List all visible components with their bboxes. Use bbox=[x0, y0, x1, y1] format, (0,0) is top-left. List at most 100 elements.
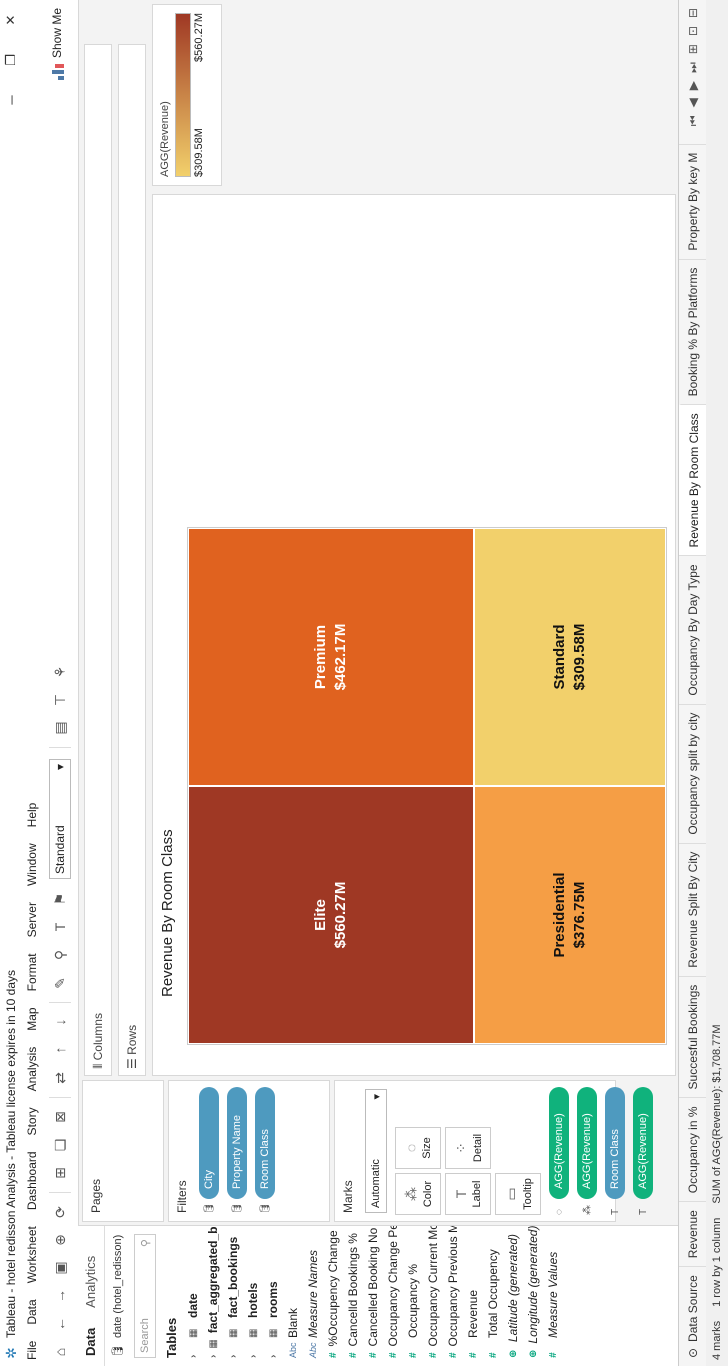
field-item[interactable]: # Occupancy Change Per M... bbox=[383, 1226, 403, 1366]
menu-help[interactable]: Help bbox=[25, 802, 39, 828]
table-item[interactable]: › ▦ rooms bbox=[263, 1226, 283, 1366]
menu-server[interactable]: Server bbox=[25, 902, 39, 938]
filter-pill[interactable]: Room Class bbox=[255, 1087, 275, 1199]
data-source-tab[interactable]: ⊙ Data Source bbox=[679, 1266, 707, 1366]
tooltip-button[interactable]: ▭ Tooltip bbox=[495, 1173, 541, 1215]
table-item[interactable]: › ▦ fact_bookings bbox=[223, 1226, 243, 1366]
legend-max: $560.27M bbox=[193, 13, 205, 62]
new-sheet-icon[interactable]: ⊞ bbox=[686, 44, 700, 55]
table-item[interactable]: › ▦ date bbox=[183, 1226, 203, 1366]
label-button[interactable]: T Label bbox=[445, 1173, 491, 1215]
new-dashboard-icon[interactable]: ⊡ bbox=[686, 26, 700, 37]
sort-ascending-icon[interactable]: ↑ bbox=[52, 1046, 68, 1054]
new-datasource-icon[interactable]: ⊕ bbox=[51, 1234, 68, 1246]
group-icon[interactable]: ⚲ bbox=[51, 949, 68, 961]
duplicate-sheet-icon[interactable]: ❏ bbox=[51, 1138, 68, 1152]
sheet-tab[interactable]: Revenue By Room Class bbox=[679, 404, 707, 556]
field-item[interactable]: Abc Measure Names bbox=[303, 1226, 323, 1366]
field-item[interactable]: # Revenue bbox=[463, 1226, 483, 1366]
menu-window[interactable]: Window bbox=[25, 843, 39, 887]
fit-dropdown[interactable]: Standard ▾ bbox=[49, 759, 71, 879]
highlight-icon[interactable]: ✎ bbox=[51, 977, 68, 989]
field-item[interactable]: Abc Blank bbox=[283, 1226, 303, 1366]
size-button[interactable]: ◌ Size bbox=[395, 1127, 441, 1169]
field-item[interactable]: ⊕ Latitude (generated) bbox=[503, 1226, 523, 1366]
clear-sheet-icon[interactable]: ⊠ bbox=[51, 1111, 68, 1123]
sheet-tab[interactable]: Revenue Split By City bbox=[679, 842, 707, 976]
sheet-tab[interactable]: Succesful Bookings bbox=[679, 975, 707, 1098]
mark-pill[interactable]: AGG(Revenue) bbox=[549, 1087, 569, 1199]
color-legend[interactable]: AGG(Revenue) $309.58M $560.27M bbox=[152, 4, 222, 186]
menu-analysis[interactable]: Analysis bbox=[25, 1046, 39, 1092]
last-sheet-icon[interactable]: ⏭ bbox=[685, 62, 700, 73]
field-item[interactable]: # Total Occupency bbox=[483, 1226, 503, 1366]
field-item[interactable]: # Occupancy Current Month bbox=[423, 1226, 443, 1366]
show-me-button[interactable]: Show Me bbox=[50, 8, 64, 81]
sheet-tab[interactable]: Occupancy split by city bbox=[679, 703, 707, 843]
filter-pill[interactable]: Property Name bbox=[227, 1087, 247, 1199]
search-icon: ⚲ bbox=[139, 1239, 152, 1248]
treemap-cell-standard[interactable]: Standard $309.58M bbox=[474, 528, 666, 786]
menu-file[interactable]: File bbox=[25, 1340, 39, 1360]
swap-icon[interactable]: ⇄ bbox=[51, 1072, 68, 1084]
close-icon[interactable]: ✕ bbox=[3, 14, 18, 26]
field-item[interactable]: # Measure Values bbox=[543, 1226, 563, 1366]
menu-map[interactable]: Map bbox=[25, 1007, 39, 1031]
menu-format[interactable]: Format bbox=[25, 953, 39, 992]
mark-pill[interactable]: Room Class bbox=[605, 1087, 625, 1199]
home-icon[interactable]: ⌂ bbox=[52, 1347, 68, 1357]
share-icon[interactable]: ⚘ bbox=[51, 665, 68, 679]
sheet-tab[interactable]: Booking % By Platforms bbox=[679, 258, 707, 405]
sort-descending-icon[interactable]: ↓ bbox=[52, 1018, 68, 1026]
sheet-tab[interactable]: Occupancy By Day Type bbox=[679, 555, 707, 704]
minimize-icon[interactable]: ─ bbox=[3, 95, 19, 105]
sheet-tab[interactable]: Occupancy in % bbox=[679, 1097, 707, 1202]
new-story-icon[interactable]: ⊟ bbox=[686, 8, 700, 19]
measure-icon: # bbox=[447, 1352, 459, 1358]
pause-updates-icon[interactable]: ⟳ bbox=[51, 1206, 68, 1218]
field-item[interactable]: ⊕ Longitude (generated) bbox=[523, 1226, 543, 1366]
mark-pill[interactable]: AGG(Revenue) bbox=[577, 1087, 597, 1199]
menu-data[interactable]: Data bbox=[25, 1299, 39, 1325]
table-item[interactable]: › ▦ fact_aggregated_bookings bbox=[203, 1226, 223, 1366]
detail-button[interactable]: ⁘ Detail bbox=[445, 1127, 491, 1169]
treemap-cell-presidential[interactable]: Presidential $376.75M bbox=[473, 786, 666, 1044]
new-worksheet-icon[interactable]: ⊞ bbox=[51, 1167, 68, 1179]
datasource-item[interactable]: 🛢 date (hotel_redisson) bbox=[105, 1226, 130, 1366]
presentation-icon[interactable]: ⊤ bbox=[51, 693, 68, 707]
tab-analytics[interactable]: Analytics bbox=[83, 1255, 98, 1308]
mark-type-dropdown[interactable]: Automatic ▾ bbox=[365, 1089, 387, 1213]
save-icon[interactable]: ▣ bbox=[51, 1261, 68, 1275]
pages-card[interactable]: Pages bbox=[82, 1080, 164, 1222]
undo-icon[interactable]: ← bbox=[52, 1317, 68, 1331]
mark-pill[interactable]: AGG(Revenue) bbox=[633, 1087, 653, 1199]
menu-story[interactable]: Story bbox=[25, 1107, 39, 1136]
field-item[interactable]: # %Occupency Change Per ... bbox=[323, 1226, 343, 1366]
menu-worksheet[interactable]: Worksheet bbox=[25, 1226, 39, 1284]
filter-pill[interactable]: City bbox=[199, 1087, 219, 1199]
next-sheet-icon[interactable]: ▶ bbox=[686, 81, 700, 91]
treemap-cell-elite[interactable]: Elite $560.27M bbox=[188, 786, 474, 1044]
field-item[interactable]: # Occupancy Previous Month bbox=[443, 1226, 463, 1366]
show-labels-icon[interactable]: T bbox=[52, 922, 68, 932]
sheet-tab[interactable]: Property By key M bbox=[679, 143, 707, 259]
table-item[interactable]: › ▦ hotels bbox=[243, 1226, 263, 1366]
sheet-tab[interactable]: Revenue bbox=[679, 1201, 707, 1267]
fix-axes-icon[interactable]: ⚑ bbox=[51, 892, 68, 906]
tab-data[interactable]: Data bbox=[83, 1327, 98, 1356]
filters-card[interactable]: Filters 🛢 City 🛢 Property Name 🛢 Room Class bbox=[168, 1080, 330, 1222]
treemap-cell-premium[interactable]: Premium $462.17M bbox=[188, 528, 475, 786]
field-item[interactable]: # Cancelld Bookings % bbox=[343, 1226, 363, 1366]
color-button[interactable]: ⁂ Color bbox=[395, 1173, 441, 1215]
first-sheet-icon[interactable]: ⏮ bbox=[685, 115, 700, 127]
search-input[interactable]: Search ⚲ bbox=[134, 1234, 156, 1358]
menu-dashboard[interactable]: Dashboard bbox=[25, 1151, 39, 1211]
rows-shelf[interactable]: ☰ Rows bbox=[118, 44, 146, 1076]
field-item[interactable]: # Occupancy % bbox=[403, 1226, 423, 1366]
show-cards-icon[interactable]: ▤ bbox=[51, 721, 68, 735]
restore-icon[interactable]: ❐ bbox=[3, 54, 18, 66]
field-item[interactable]: # Cancelled Booking No bbox=[363, 1226, 383, 1366]
prev-sheet-icon[interactable]: ◀ bbox=[686, 98, 700, 108]
redo-icon[interactable]: → bbox=[52, 1289, 68, 1303]
columns-shelf[interactable]: ⦀ Columns bbox=[84, 44, 112, 1076]
